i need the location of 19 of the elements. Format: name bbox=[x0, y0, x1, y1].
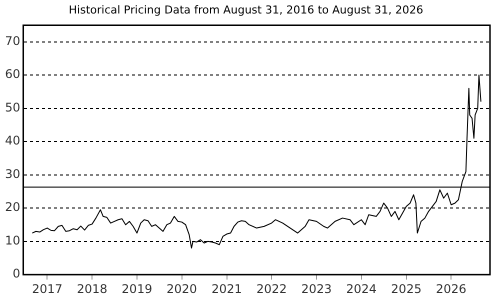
y-tick-label: 50 bbox=[4, 100, 20, 114]
y-tick-label: 30 bbox=[4, 166, 20, 181]
y-tick-label: 70 bbox=[4, 34, 20, 48]
y-tick-label: 10 bbox=[4, 233, 20, 248]
x-tick-label: 2021 bbox=[212, 282, 242, 296]
x-tick-label: 2026 bbox=[436, 282, 466, 296]
x-tick-label: 2024 bbox=[346, 282, 377, 296]
chart-title: Historical Pricing Data from August 31, 2016 to August 31, 2026 bbox=[68, 3, 424, 16]
x-tick-label: 2020 bbox=[166, 282, 198, 296]
y-tick-label: 40 bbox=[4, 134, 20, 148]
y-tick-label: 60 bbox=[4, 67, 20, 82]
x-tick-label: 2017 bbox=[32, 282, 63, 296]
x-tick-label: 2025 bbox=[391, 282, 422, 296]
x-tick-label: 2018 bbox=[76, 282, 108, 296]
y-tick-label: 20 bbox=[4, 200, 20, 214]
x-tick-label: 2022 bbox=[256, 282, 287, 296]
y-tick-label: 0 bbox=[12, 266, 20, 281]
x-tick-label: 2023 bbox=[301, 282, 332, 296]
x-tick-label: 2019 bbox=[122, 282, 152, 296]
